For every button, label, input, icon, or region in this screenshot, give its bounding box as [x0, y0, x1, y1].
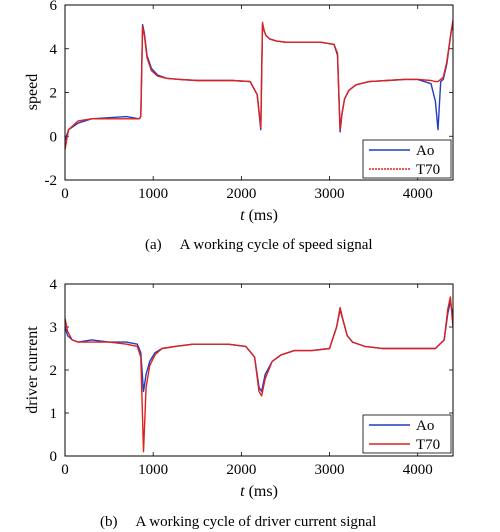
- driver-current-legend-box: [362, 414, 452, 454]
- speed-chart-frame: [64, 4, 454, 181]
- speed-legend-box: [362, 139, 452, 179]
- speed-caption-text: A working cycle of speed signal: [180, 237, 373, 253]
- speed-x-axis-var: t: [240, 207, 245, 224]
- speed-x-tick-label: 1000: [138, 186, 168, 202]
- speed-y-axis-label: speed: [24, 74, 41, 110]
- driver-current-caption-tag: (b): [100, 514, 118, 530]
- driver-current-chart-ticks: 0 1000 2000 3000 4000 0 1 2 3 4: [50, 277, 453, 478]
- speed-chart-series: [65, 20, 453, 150]
- speed-y-tick-label: -2: [45, 173, 58, 189]
- driver-current-x-tick-label: 4000: [403, 462, 433, 478]
- speed-x-tick-label: 2000: [226, 186, 256, 202]
- driver-current-caption: (b) A working cycle of driver current sig…: [100, 514, 376, 530]
- driver-current-x-tick-label: 3000: [315, 462, 345, 478]
- driver-current-y-tick-label: 4: [50, 277, 58, 293]
- driver-current-x-axis-var: t: [240, 483, 245, 500]
- driver-current-y-tick-label: 3: [50, 320, 58, 336]
- speed-legend: Ao T70: [362, 139, 452, 179]
- driver-current-legend-label-ao: Ao: [416, 418, 434, 434]
- driver-current-legend-label-t70: T70: [416, 437, 440, 453]
- speed-series-ao: [65, 24, 453, 141]
- speed-caption-tag: (a): [145, 237, 162, 253]
- driver-current-series-ao: [65, 300, 453, 393]
- driver-current-y-axis-label: driver current: [24, 326, 41, 414]
- driver-current-y-tick-label: 1: [50, 406, 58, 422]
- speed-y-tick-label: 6: [50, 0, 58, 14]
- speed-series-t70: [65, 20, 453, 150]
- speed-x-axis-label: t (ms): [240, 207, 278, 224]
- driver-current-chart-frame: [64, 283, 454, 457]
- driver-current-x-tick-label: 1000: [138, 462, 168, 478]
- driver-current-x-axis-label: t (ms): [240, 483, 278, 500]
- speed-y-tick-label: 2: [50, 86, 58, 102]
- speed-y-tick-label: 4: [50, 42, 58, 58]
- driver-current-x-axis-unit: (ms): [249, 483, 278, 500]
- speed-caption: (a) A working cycle of speed signal: [145, 237, 373, 253]
- speed-x-tick-label: 3000: [315, 186, 345, 202]
- driver-current-y-tick-label: 0: [50, 449, 58, 465]
- driver-current-chart-series: [65, 296, 453, 453]
- driver-current-series-t70: [65, 296, 453, 453]
- driver-current-y-tick-label: 2: [50, 363, 58, 379]
- driver-current-x-tick-label: 2000: [226, 462, 256, 478]
- driver-current-legend: Ao T70: [362, 414, 452, 454]
- speed-legend-label-ao: Ao: [416, 143, 434, 159]
- speed-x-tick-label: 0: [61, 186, 69, 202]
- speed-x-tick-label: 4000: [403, 186, 433, 202]
- speed-x-axis-unit: (ms): [249, 207, 278, 224]
- speed-y-tick-label: 0: [50, 129, 58, 145]
- driver-current-caption-text: A working cycle of driver current signal: [136, 514, 377, 530]
- speed-legend-label-t70: T70: [416, 162, 440, 178]
- driver-current-x-tick-label: 0: [61, 462, 69, 478]
